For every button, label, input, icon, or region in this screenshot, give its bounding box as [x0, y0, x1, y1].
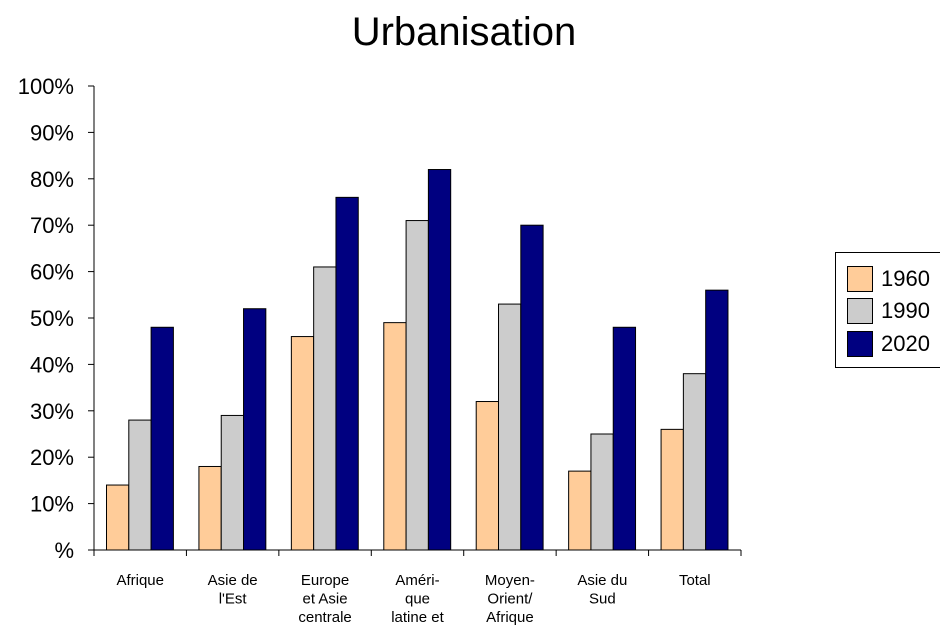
- bar-1960-3: [383, 322, 407, 551]
- bar-1990-3: [405, 220, 429, 551]
- legend-swatch-2020: [847, 331, 873, 357]
- y-tick-label: %: [54, 538, 74, 563]
- bar-2020-2: [335, 196, 359, 551]
- bar-1960-0: [106, 484, 130, 551]
- bar-2020-0: [150, 326, 174, 551]
- legend-item-1990: 1990: [847, 297, 930, 325]
- bar-1990-1: [220, 414, 245, 551]
- legend: 1960 1990 2020: [835, 252, 940, 368]
- legend-item-1960: 1960: [847, 265, 930, 293]
- bar-1960-2: [290, 336, 315, 551]
- legend-swatch-1960: [847, 266, 873, 292]
- bar-1960-6: [660, 428, 684, 551]
- bar-1960-1: [198, 465, 222, 551]
- y-tick-label: 10%: [30, 492, 74, 517]
- y-tick-label: 60%: [30, 260, 74, 285]
- bar-2020-3: [427, 169, 452, 551]
- bar-1960-5: [568, 470, 592, 551]
- legend-label-2020: 2020: [881, 331, 930, 356]
- x-category-label: Europe: [301, 572, 349, 589]
- chart-title: Urbanisation: [351, 10, 577, 54]
- legend-label-1990: 1990: [881, 298, 930, 323]
- x-category-label: Total: [679, 572, 711, 589]
- bar-1960-4: [475, 401, 500, 551]
- bar-2020-1: [243, 308, 267, 551]
- x-category-label: latine et: [391, 609, 444, 626]
- x-category-label: Asie de: [208, 572, 258, 589]
- y-tick-label: 90%: [30, 120, 74, 145]
- bar-1990-5: [590, 433, 614, 551]
- x-category-label: Moyen-: [485, 572, 535, 589]
- y-tick-label: 100%: [18, 74, 74, 99]
- x-category-label: Sud: [589, 591, 616, 608]
- y-tick-label: 30%: [30, 399, 74, 424]
- legend-label-1960: 1960: [881, 266, 930, 291]
- bar-1990-6: [682, 373, 707, 551]
- x-category-label: Afrique: [486, 609, 534, 626]
- x-category-label: Orient/: [487, 591, 533, 608]
- bar-1990-0: [128, 419, 152, 551]
- bar-1990-4: [498, 303, 522, 551]
- y-tick-label: 80%: [30, 167, 74, 192]
- y-tick-label: 70%: [30, 213, 74, 238]
- y-tick-label: 40%: [30, 352, 74, 377]
- bar-1990-2: [313, 266, 337, 551]
- y-tick-label: 50%: [30, 306, 74, 331]
- y-tick-label: 20%: [30, 445, 74, 470]
- x-category-label: que: [405, 591, 430, 608]
- x-category-label: centrale: [298, 609, 351, 626]
- legend-item-2020: 2020: [847, 330, 930, 358]
- x-category-label: Afrique: [116, 572, 164, 589]
- x-category-label: l'Est: [219, 591, 248, 608]
- x-category-label: et Asie: [303, 591, 348, 608]
- x-category-label: Améri-: [395, 572, 439, 589]
- bar-2020-6: [705, 289, 729, 551]
- bar-2020-5: [612, 326, 637, 551]
- legend-swatch-1990: [847, 298, 873, 324]
- x-category-label: Asie du: [577, 572, 627, 589]
- bar-2020-4: [520, 224, 544, 551]
